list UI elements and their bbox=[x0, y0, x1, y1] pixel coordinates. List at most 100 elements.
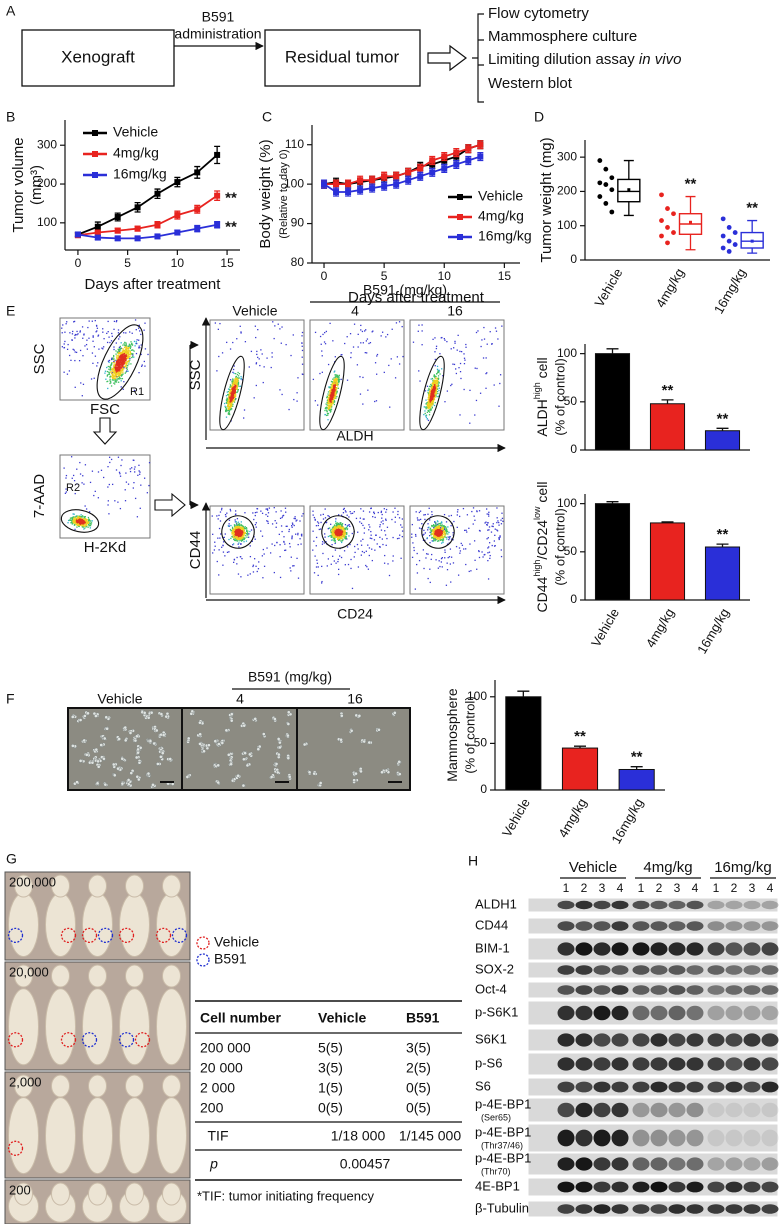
cell-dot bbox=[125, 373, 126, 374]
cell-dot bbox=[301, 342, 302, 343]
cell-dot bbox=[368, 343, 369, 344]
cell-dot bbox=[387, 334, 388, 335]
data-point bbox=[665, 240, 670, 245]
cell-dot bbox=[69, 332, 70, 333]
cell-dot bbox=[97, 335, 98, 336]
cell-dot bbox=[144, 365, 145, 366]
cell-dot bbox=[363, 342, 364, 343]
marker bbox=[417, 173, 423, 179]
cell-dot bbox=[324, 533, 325, 534]
cell-dot bbox=[116, 379, 117, 380]
axis-title-part: CD44 bbox=[534, 576, 550, 612]
cell-dot bbox=[395, 377, 396, 378]
cell-dot bbox=[291, 538, 292, 539]
cell-dot bbox=[316, 566, 317, 567]
cell-dot bbox=[292, 527, 293, 528]
cell-dot bbox=[115, 350, 116, 351]
cell-dot bbox=[469, 423, 470, 424]
cell-dot bbox=[385, 511, 386, 512]
cell-dot bbox=[281, 326, 282, 327]
cell-dot bbox=[434, 393, 435, 394]
cell-dot bbox=[233, 539, 234, 540]
cell-dot bbox=[328, 405, 329, 406]
cell-dot bbox=[226, 513, 227, 514]
cell-dot bbox=[240, 378, 241, 379]
cell-dot bbox=[116, 342, 117, 343]
cell-dot bbox=[347, 528, 348, 529]
cell-dot bbox=[84, 516, 85, 517]
cell-dot bbox=[299, 520, 300, 521]
cell-dot bbox=[385, 519, 386, 520]
cell-dot bbox=[328, 397, 329, 398]
cell-dot bbox=[345, 510, 346, 511]
cell-dot bbox=[321, 582, 322, 583]
cell-dot bbox=[235, 373, 236, 374]
axis-title: H-2Kd bbox=[84, 539, 127, 556]
cell-dot bbox=[465, 344, 466, 345]
cell-dot bbox=[253, 519, 254, 520]
marker bbox=[453, 150, 459, 156]
cell-dot bbox=[295, 534, 296, 535]
cell-dot bbox=[89, 320, 90, 321]
cell-dot bbox=[109, 376, 110, 377]
cell-dot bbox=[125, 489, 126, 490]
cell-dot bbox=[73, 321, 74, 322]
cell-dot bbox=[118, 372, 119, 373]
cell-dot bbox=[469, 390, 470, 391]
cell-dot bbox=[327, 406, 328, 407]
x-tick-label: 0 bbox=[321, 269, 328, 283]
cell-dot bbox=[119, 336, 120, 337]
cell-dot bbox=[322, 544, 323, 545]
cell-dot bbox=[253, 571, 254, 572]
cell-dot bbox=[236, 378, 237, 379]
cell-dot bbox=[372, 331, 373, 332]
cell-dot bbox=[318, 575, 319, 576]
cell-dot bbox=[327, 411, 328, 412]
mean bbox=[751, 240, 754, 243]
cell-dot bbox=[236, 534, 237, 535]
cell-dot bbox=[136, 341, 137, 342]
cell-dot bbox=[312, 549, 313, 550]
cell-dot bbox=[86, 525, 87, 526]
cell-dot bbox=[399, 363, 400, 364]
cell-dot bbox=[233, 535, 234, 536]
cell-dot bbox=[438, 378, 439, 379]
cell-dot bbox=[75, 351, 76, 352]
cell-dot bbox=[274, 572, 275, 573]
y-tick-label: 300 bbox=[557, 149, 577, 163]
legend-label: 16mg/kg bbox=[113, 166, 167, 182]
cell-dot bbox=[127, 371, 128, 372]
marker bbox=[381, 183, 387, 189]
cell-dot bbox=[139, 345, 140, 346]
cell-dot bbox=[74, 350, 75, 351]
cell-dot bbox=[234, 527, 235, 528]
cell-dot bbox=[434, 386, 435, 387]
cell-dot bbox=[436, 373, 437, 374]
cell-dot bbox=[341, 379, 342, 380]
cell-dot bbox=[252, 512, 253, 513]
cell-dot bbox=[280, 518, 281, 519]
cell-dot bbox=[108, 374, 109, 375]
cell-dot bbox=[268, 512, 269, 513]
cell-dot bbox=[72, 333, 73, 334]
cell-dot bbox=[118, 379, 119, 380]
cell-dot bbox=[334, 560, 335, 561]
cell-dot bbox=[130, 352, 131, 353]
cell-dot bbox=[104, 372, 105, 373]
cell-dot bbox=[332, 539, 333, 540]
cell-dot bbox=[245, 341, 246, 342]
cell-dot bbox=[111, 364, 112, 365]
cell-dot bbox=[427, 392, 428, 393]
cell-dot bbox=[330, 530, 331, 531]
cell-dot bbox=[335, 384, 336, 385]
cell-dot bbox=[334, 396, 335, 397]
cell-dot bbox=[487, 344, 488, 345]
cell-dot bbox=[267, 516, 268, 517]
cell-dot bbox=[362, 377, 363, 378]
cell-dot bbox=[134, 468, 135, 469]
cell-dot bbox=[96, 325, 97, 326]
cell-dot bbox=[262, 513, 263, 514]
cell-dot bbox=[289, 543, 290, 544]
cell-dot bbox=[134, 466, 135, 467]
cell-dot bbox=[334, 386, 335, 387]
